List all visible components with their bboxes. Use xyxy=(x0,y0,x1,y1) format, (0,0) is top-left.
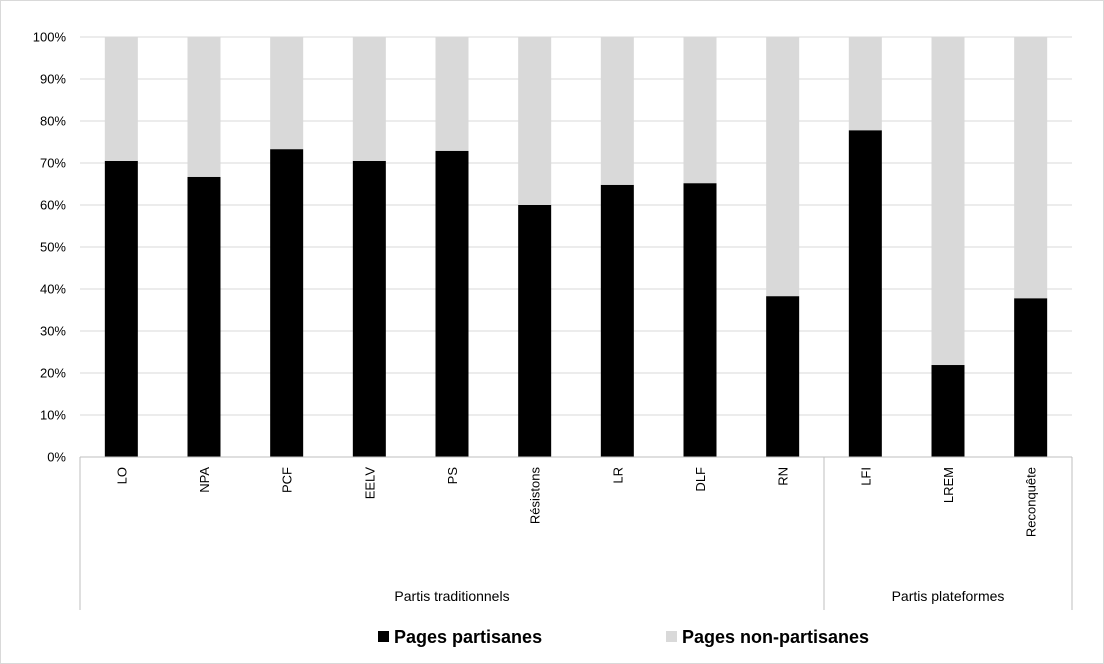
bar-non-partisan xyxy=(683,37,717,184)
bar-partisan xyxy=(1014,298,1048,457)
group-label: Partis traditionnels xyxy=(394,588,509,604)
x-tick-label: PCF xyxy=(280,467,295,493)
bar-non-partisan xyxy=(1014,37,1048,299)
y-tick-label: 100% xyxy=(33,30,67,45)
bar-partisan xyxy=(270,149,304,457)
bar-partisan xyxy=(435,150,469,457)
x-tick-label: PS xyxy=(445,467,460,485)
x-tick-label: Résistons xyxy=(528,467,543,525)
group-label: Partis plateformes xyxy=(892,588,1005,604)
bar-non-partisan xyxy=(518,37,552,205)
bar-non-partisan xyxy=(352,37,386,161)
bar-non-partisan xyxy=(766,37,800,297)
x-tick-label: RN xyxy=(776,467,791,486)
legend-label: Pages non-partisanes xyxy=(682,627,869,647)
y-tick-label: 10% xyxy=(40,408,66,423)
bar-partisan xyxy=(104,160,138,457)
y-tick-label: 30% xyxy=(40,324,66,339)
bar-partisan xyxy=(931,365,965,457)
y-tick-label: 90% xyxy=(40,72,66,87)
x-tick-label: DLF xyxy=(693,467,708,492)
y-tick-label: 70% xyxy=(40,156,66,171)
bar-non-partisan xyxy=(931,37,965,366)
x-tick-label: Reconquête xyxy=(1024,467,1039,537)
y-tick-label: 0% xyxy=(47,450,66,465)
bar-partisan xyxy=(518,205,552,457)
y-tick-label: 60% xyxy=(40,198,66,213)
legend-swatch xyxy=(378,631,389,642)
bar-non-partisan xyxy=(187,37,221,177)
bar-non-partisan xyxy=(435,37,469,151)
bar-non-partisan xyxy=(270,37,304,150)
x-tick-label: LREM xyxy=(941,467,956,503)
x-tick-label: LFI xyxy=(858,467,873,486)
y-tick-label: 50% xyxy=(40,240,66,255)
x-tick-label: NPA xyxy=(197,467,212,493)
y-tick-label: 80% xyxy=(40,114,66,129)
legend-label: Pages partisanes xyxy=(394,627,542,647)
bar-non-partisan xyxy=(104,37,138,161)
bar-partisan xyxy=(600,184,634,457)
bar-partisan xyxy=(352,160,386,457)
x-tick-label: LO xyxy=(114,467,129,484)
bar-partisan xyxy=(766,296,800,457)
bar-partisan xyxy=(187,176,221,458)
bar-partisan xyxy=(848,130,882,458)
bar-non-partisan xyxy=(600,37,634,185)
bar-partisan xyxy=(683,183,717,457)
x-tick-label: EELV xyxy=(362,467,377,500)
x-tick-label: LR xyxy=(610,467,625,484)
legend-swatch xyxy=(666,631,677,642)
y-tick-label: 40% xyxy=(40,282,66,297)
y-tick-label: 20% xyxy=(40,366,66,381)
bar-non-partisan xyxy=(848,37,882,131)
